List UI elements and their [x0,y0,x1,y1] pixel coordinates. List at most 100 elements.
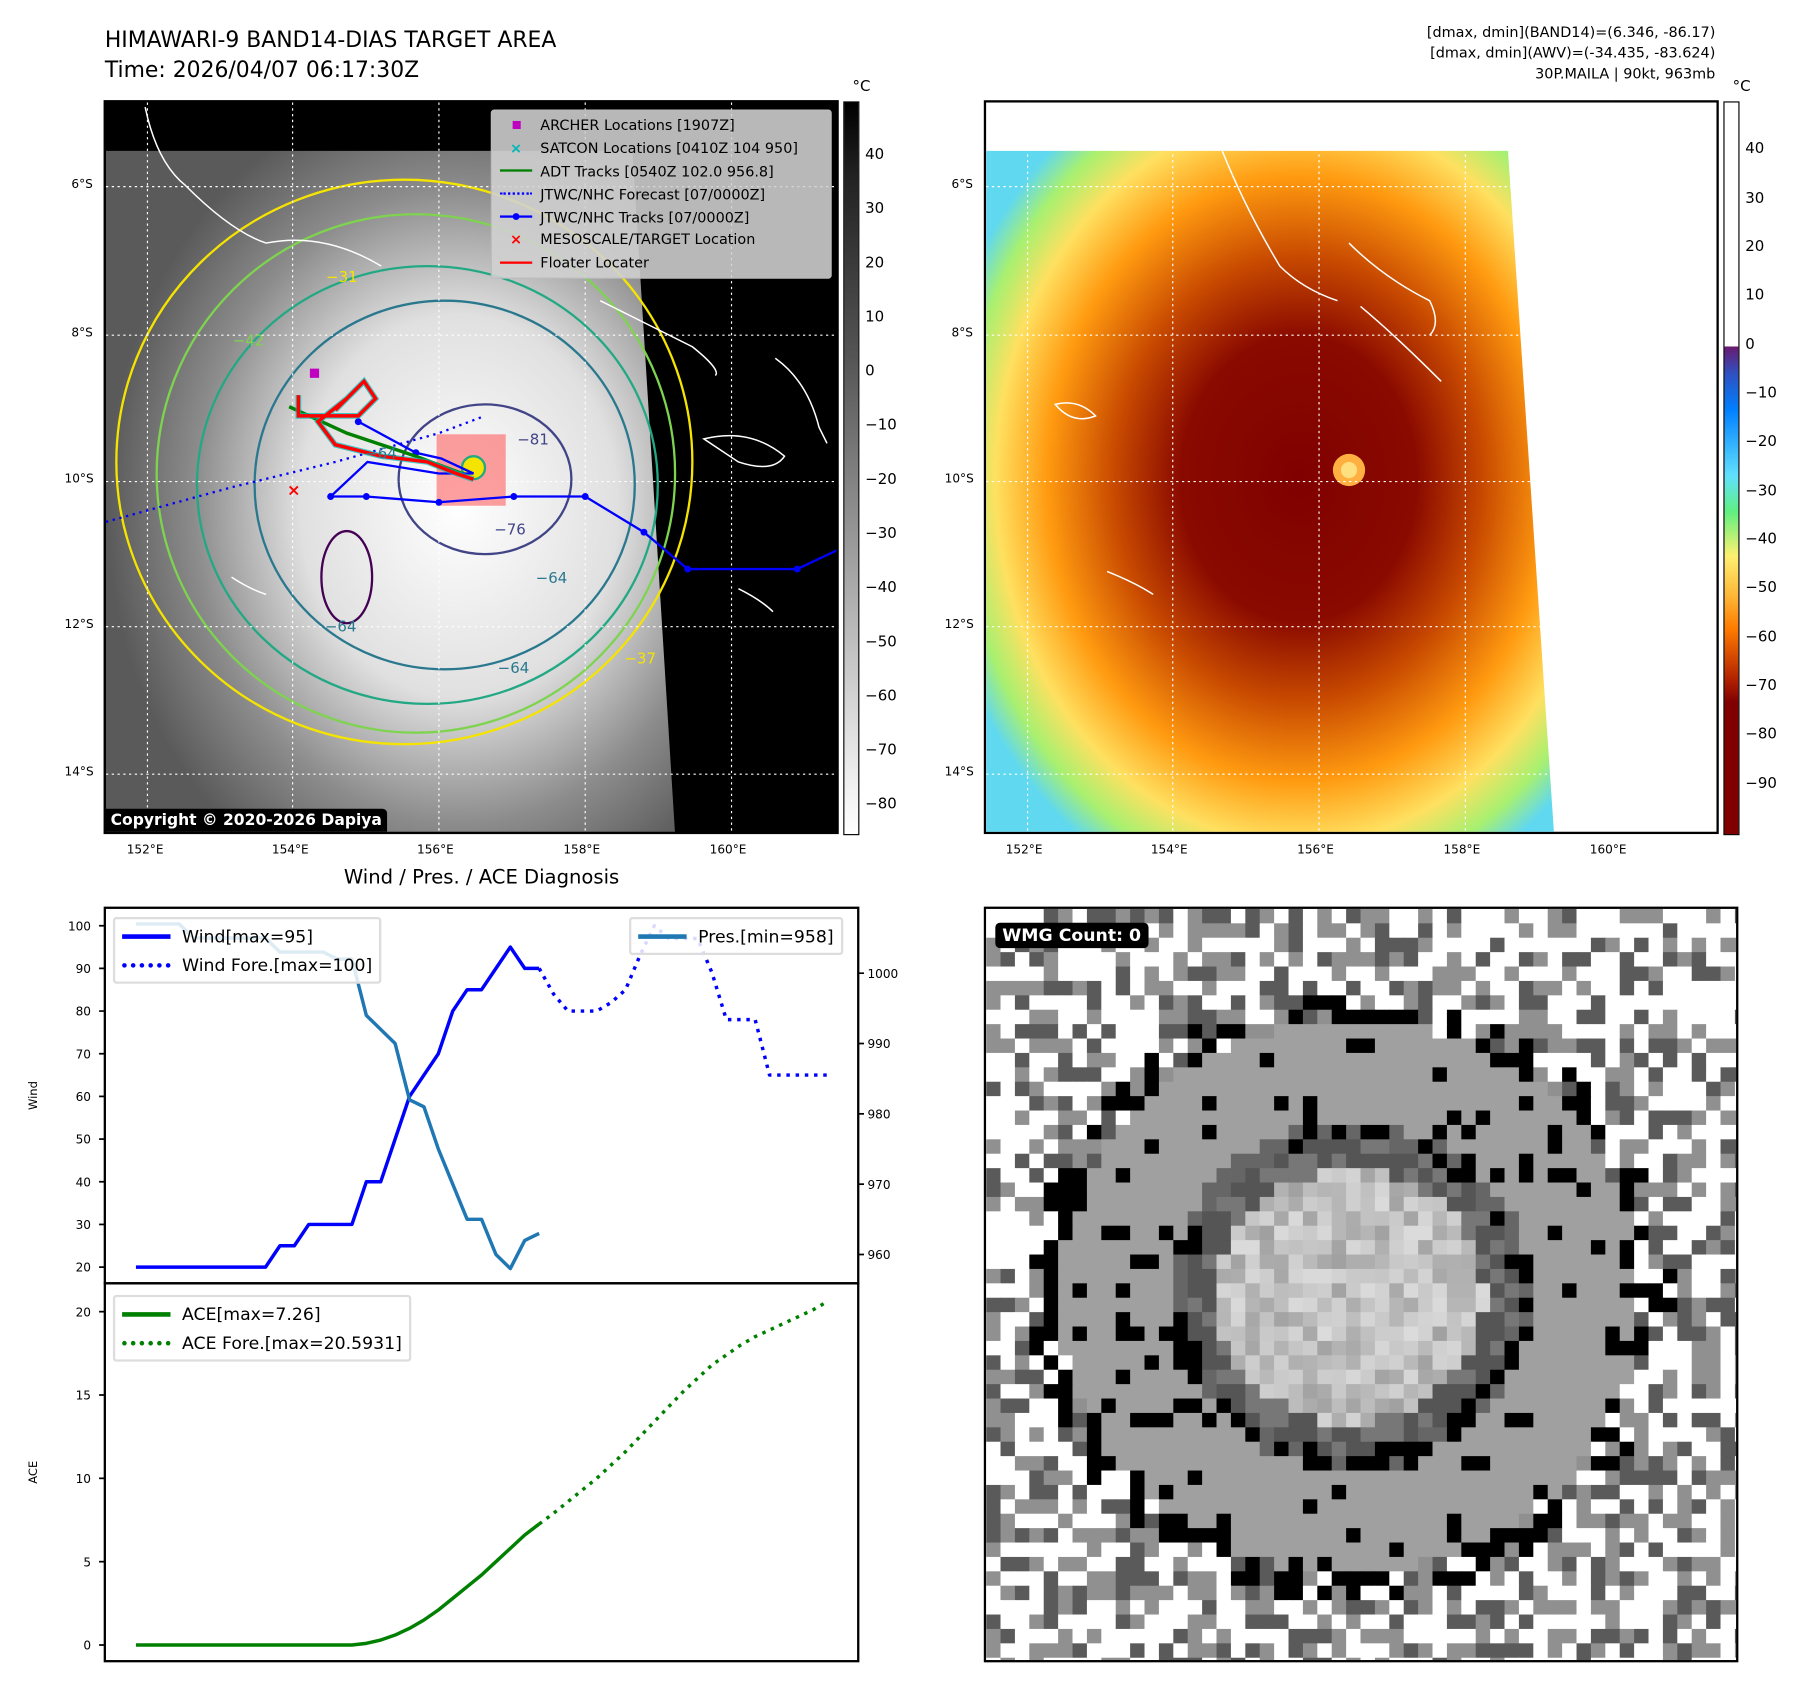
wmg-pixel [1533,1067,1549,1083]
wmg-pixel [1504,1585,1520,1601]
wmg-pixel [1432,1182,1448,1198]
wmg-pixel [1331,1096,1347,1112]
awv-map[interactable] [983,100,1719,835]
wmg-pixel [1418,1225,1434,1241]
wmg-pixel [1403,1513,1419,1529]
wmg-pixel [1475,1614,1491,1630]
wmg-pixel [1677,1600,1693,1616]
wmg-pixel [1634,1542,1650,1558]
wmg-pixel [1230,1657,1246,1661]
wmg-pixel [1677,1470,1693,1486]
wmg-pixel [1259,1312,1275,1328]
wmg-pixel [1432,1657,1448,1661]
wmg-pixel [1173,1211,1189,1227]
wmg-pixel [1389,1470,1405,1486]
wmg-pixel [1202,1585,1218,1601]
wmg-pixel [1734,952,1737,968]
wmg-pixel [1518,1585,1534,1601]
wmg-pixel [1259,980,1275,996]
lon-label: 154°E [1150,843,1188,858]
wmg-pixel [1446,1312,1462,1328]
wmg-pixel [1173,1441,1189,1457]
wmg-pixel [1144,923,1160,939]
wmg-pixel [1302,1297,1318,1313]
wmg-pixel [1446,1124,1462,1140]
wmg-pixel [1331,952,1347,968]
wmg-pixel [1706,1240,1722,1256]
wmg-pixel [1029,1211,1045,1227]
wmg-pixel [1144,1326,1160,1342]
wmg-pixel [1533,1038,1549,1054]
wmg-pixel [1504,1038,1520,1054]
wmg-pixel [1274,1067,1290,1083]
wmg-pixel [1446,952,1462,968]
wmg-pixel [1403,923,1419,939]
wmg-pixel [1576,1038,1592,1054]
band14-map[interactable]: × −31 −42 −64 −76 −81 −64 −64 −64 −37 AR… [103,100,839,835]
wmg-pixel [1288,1499,1304,1515]
wmg-pixel [1360,1153,1376,1169]
wmg-pixel [986,1528,1002,1544]
target-marker: × [287,480,300,499]
wmg-pixel [1072,1355,1088,1371]
wmg-pixel [1288,1240,1304,1256]
wmg-pixel [1043,908,1059,924]
wmg-pixel [1245,1542,1261,1558]
series-line-ace [135,1522,541,1647]
wmg-pixel [1173,1657,1189,1661]
wmg-pixel [1634,1211,1650,1227]
wmg-pixel [1115,1412,1131,1428]
wmg-pixel [1619,966,1635,982]
wmg-pixel [1259,1542,1275,1558]
wmg-pixel [1576,1528,1592,1544]
wmg-pixel [1216,1556,1232,1572]
wmg-pixel [1302,1067,1318,1083]
wmg-pixel [1590,1427,1606,1443]
wmg-pixel [1331,1326,1347,1342]
wmg-pixel [1173,1024,1189,1040]
wmg-pixel [1446,1355,1462,1371]
wmg-pixel [1360,1297,1376,1313]
wmg-panel[interactable]: WMG Count: 0 [983,906,1739,1663]
wmg-pixel [1533,937,1549,953]
wmg-pixel [1202,1614,1218,1630]
wmg-pixel [1245,1110,1261,1126]
wmg-pixel [1706,995,1722,1011]
wmg-pixel [1144,1312,1160,1328]
wmg-pixel [1490,1081,1506,1097]
wmg-pixel [1288,1067,1304,1083]
wmg-pixel [1619,1513,1635,1529]
lon-label: 160°E [709,843,747,858]
wmg-pixel [1216,1024,1232,1040]
wmg-pixel [1173,1110,1189,1126]
wmg-pixel [1317,1153,1333,1169]
wmg-pixel [1259,1600,1275,1616]
wmg-pixel [1029,1038,1045,1054]
wmg-pixel [1245,1124,1261,1140]
wmg-pixel [1706,1254,1722,1270]
wmg-pixel [1432,1542,1448,1558]
wmg-pixel [1648,1398,1664,1414]
wmg-pixel [1072,1024,1088,1040]
wmg-pixel [1677,1384,1693,1400]
wmg-pixel [986,1182,1002,1198]
wmg-pixel [1101,1024,1117,1040]
wmg-pixel [1662,1614,1678,1630]
wmg-pixel [1475,1643,1491,1659]
wmg-pixel [1302,1124,1318,1140]
wmg-pixel [1058,1528,1074,1544]
wmg-pixel [1014,1470,1030,1486]
wmg-pixel [1432,1600,1448,1616]
wmg-pixel [1734,966,1737,982]
wmg-pixel [1086,1312,1102,1328]
wmg-pixel [1634,1067,1650,1083]
wmg-pixel [1677,1542,1693,1558]
wmg-pixel [1446,1153,1462,1169]
wmg-pixel [1360,1643,1376,1659]
wmg-pixel [1562,908,1578,924]
wmg-pixel [1288,1657,1304,1661]
wmg-pixel [1648,1067,1664,1083]
wmg-pixel [1130,1384,1146,1400]
wmg-pixel [1418,1067,1434,1083]
wmg-pixel [1619,1441,1635,1457]
